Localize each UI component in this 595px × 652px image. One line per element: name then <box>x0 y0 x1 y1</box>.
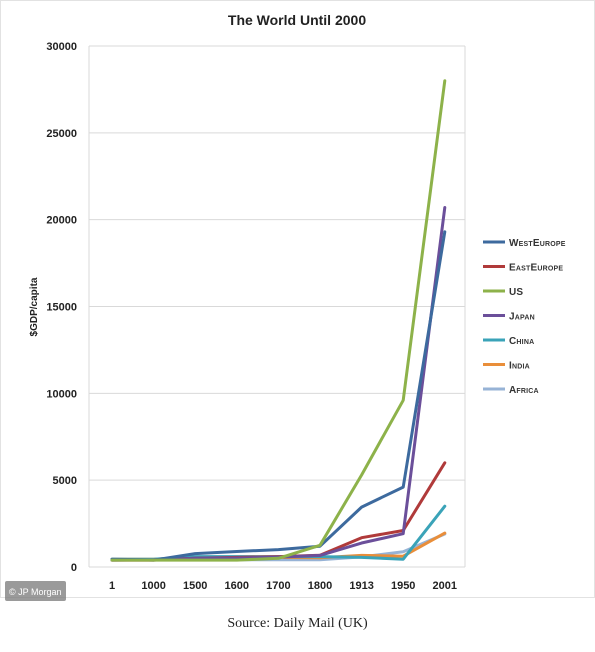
line-chart: The World Until 2000 $GDP/capita 0500010… <box>29 12 566 592</box>
gridlines <box>88 45 466 568</box>
y-tick-label: 25000 <box>46 128 77 140</box>
credit-badge: © JP Morgan <box>5 581 66 601</box>
x-tick-label: 1500 <box>183 580 207 592</box>
legend-label-easteurope: EastEurope <box>509 263 563 274</box>
credit-text: © JP Morgan <box>9 587 62 597</box>
legend-label-us: US <box>509 287 523 298</box>
legend-label-china: China <box>509 336 534 347</box>
series-line-japan <box>110 206 447 562</box>
y-tick-label: 30000 <box>46 41 77 53</box>
y-tick-label: 10000 <box>46 388 77 400</box>
x-axis-ticks: 1 1000 1500 1600 1700 1800 1913 1950 2001 <box>109 580 457 592</box>
x-tick-label: 1600 <box>225 580 249 592</box>
legend-label-westeurope: WestEurope <box>509 238 566 249</box>
x-tick-label: 1800 <box>308 580 332 592</box>
legend-label-africa: Africa <box>509 385 539 396</box>
chart-frame: The World Until 2000 $GDP/capita 0 5000 10… <box>0 0 595 601</box>
legend-label-japan: Japan <box>509 312 535 323</box>
series-line-us <box>110 79 447 562</box>
x-tick-label: 1913 <box>349 580 373 592</box>
x-tick-label: 1700 <box>266 580 290 592</box>
x-tick-label: 1000 <box>141 580 165 592</box>
source-caption: Source: Daily Mail (UK) <box>227 616 368 631</box>
x-tick-label: 1 <box>109 580 115 592</box>
x-tick-label: 1950 <box>391 580 415 592</box>
series-line-easteurope <box>110 461 447 562</box>
legend-label-india: India <box>509 361 530 372</box>
chart-title: The World Until 2000 <box>228 12 366 28</box>
y-tick-label: 0 <box>71 562 77 574</box>
y-tick-label: 20000 <box>46 215 77 227</box>
y-axis-label: $GDP/capita <box>29 277 40 336</box>
series-lines <box>110 79 447 562</box>
x-tick-label: 2001 <box>433 580 457 592</box>
series-line-westeurope <box>110 230 447 562</box>
y-axis-ticks: 0 5000 10000 15000 20000 25000 30000 <box>46 41 77 574</box>
y-tick-label: 5000 <box>53 475 77 487</box>
y-tick-label: 15000 <box>46 302 77 314</box>
legend: WestEurope EastEurope US Japan China India Afr… <box>483 238 566 396</box>
